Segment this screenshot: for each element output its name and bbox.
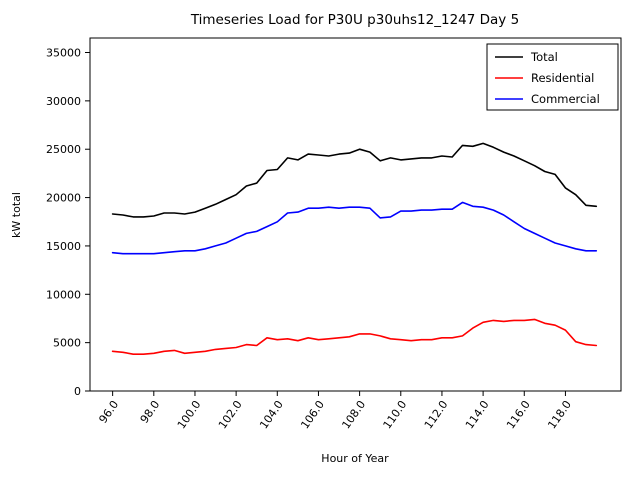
legend: Total Residential Commercial [486,43,619,111]
x-tick-label: 104.0 [257,398,286,431]
x-tick-label: 110.0 [381,398,410,431]
legend-label-total: Total [530,50,558,64]
x-tick-label: 112.0 [422,398,451,431]
commercial-series-line [111,201,598,255]
chart-title: Timeseries Load for P30U p30uhs12_1247 D… [190,12,519,28]
y-tick-label: 20000 [46,192,81,205]
total-series-line [111,142,598,218]
y-tick-label: 0 [74,385,81,398]
x-tick-label: 98.0 [138,398,163,426]
legend-label-commercial: Commercial [531,92,600,106]
x-axis-label: Hour of Year [321,452,389,465]
legend-label-residential: Residential [531,71,594,85]
y-tick-label: 25000 [46,143,81,156]
x-tick-label: 100.0 [175,398,204,431]
x-tick-label: 108.0 [339,398,368,431]
x-tick-label: 116.0 [504,398,533,431]
y-tick-label: 35000 [46,47,81,60]
y-axis-label: kW total [10,192,23,238]
x-tick-label: 118.0 [545,398,574,431]
x-tick-label: 96.0 [96,398,121,426]
y-tick-label: 5000 [53,337,81,350]
x-tick-label: 106.0 [298,398,327,431]
residential-series-line [111,318,598,356]
y-tick-label: 10000 [46,288,81,301]
series-lines [111,142,598,356]
y-tick-label: 30000 [46,95,81,108]
y-tick-label: 15000 [46,240,81,253]
x-tick-label: 114.0 [463,398,492,431]
x-tick-label: 102.0 [216,398,245,431]
plot-area-frame [89,37,622,392]
